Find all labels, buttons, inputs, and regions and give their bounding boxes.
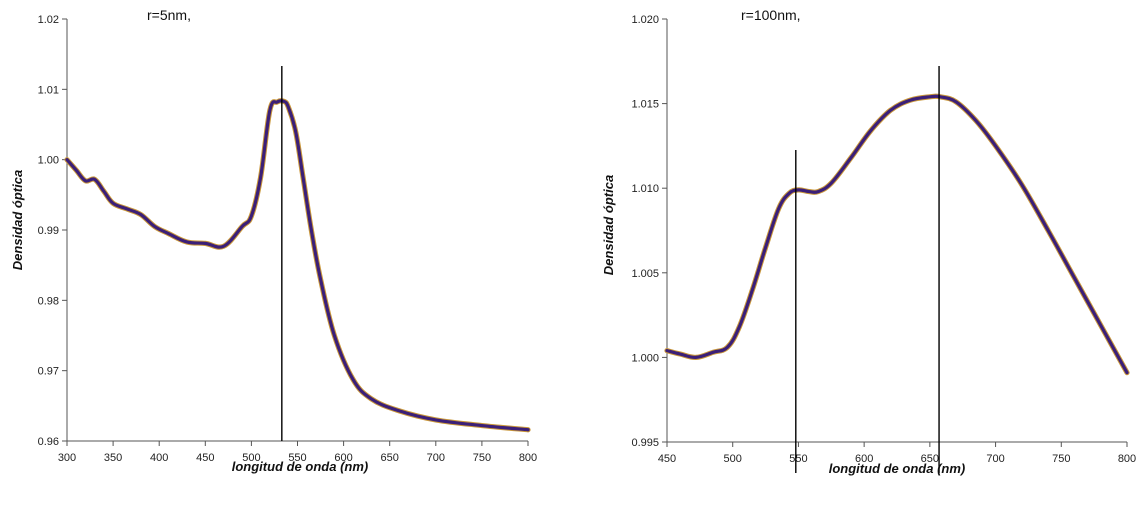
x-tick-label: 500	[724, 453, 742, 465]
x-tick-label: 350	[104, 452, 122, 464]
y-tick-label: 1.02	[38, 14, 59, 26]
series-line	[665, 94, 1129, 375]
chart-right: r=100nm, 0.995 1.000 1.005 1.010 1.015 1.020 4…	[601, 7, 1136, 476]
y-tick-label: 1.020	[631, 14, 659, 26]
y-tick-label: 1.005	[631, 268, 659, 280]
x-tick-label: 750	[1052, 453, 1070, 465]
y-tick-label: 1.015	[631, 99, 659, 111]
x-tick-label: 800	[519, 452, 537, 464]
series-line	[65, 99, 530, 432]
y-tick-label: 0.96	[38, 436, 59, 448]
x-axis-title: longitud de onda (nm)	[232, 459, 368, 474]
y-tick-label: 1.010	[631, 183, 659, 195]
y-tick-label: 0.995	[631, 437, 659, 449]
y-axis-title: Densidad óptica	[601, 175, 616, 275]
x-tick-label: 650	[381, 452, 399, 464]
y-axis-title: Densidad óptica	[10, 170, 25, 270]
x-axis-title: longitud de onda (nm)	[829, 461, 965, 476]
x-tick-label: 500	[242, 452, 260, 464]
y-tick-label: 1.00	[38, 155, 59, 167]
x-tick-label: 800	[1118, 453, 1136, 465]
chart-left: r=5nm, 0.96 0.97 0.98 0.99 1.00 1.01 1.02 300 35…	[10, 7, 537, 474]
x-tick-label: 450	[658, 453, 676, 465]
x-tick-label: 650	[921, 453, 939, 465]
x-tick-label: 700	[427, 452, 445, 464]
chart-annotation: r=5nm,	[147, 7, 191, 23]
x-tick-label: 600	[334, 452, 352, 464]
y-tick-label: 0.98	[38, 295, 59, 307]
x-tick-label: 600	[855, 453, 873, 465]
y-tick-label: 0.99	[38, 225, 59, 237]
y-tick-label: 0.97	[38, 366, 59, 378]
x-tick-label: 550	[288, 452, 306, 464]
y-tick-label: 1.000	[631, 352, 659, 364]
x-tick-label: 550	[789, 453, 807, 465]
y-tick-label: 1.01	[38, 84, 59, 96]
x-tick-label: 450	[196, 452, 214, 464]
x-tick-label: 400	[150, 452, 168, 464]
x-tick-label: 700	[986, 453, 1004, 465]
x-tick-label: 750	[473, 452, 491, 464]
x-tick-label: 300	[58, 452, 76, 464]
plot-area: 0.96 0.97 0.98 0.99 1.00 1.01 1.02 300 350 400 450…	[38, 14, 538, 464]
plot-area: 0.995 1.000 1.005 1.010 1.015 1.020 450 500 550 6…	[631, 14, 1136, 473]
chart-annotation: r=100nm,	[741, 7, 801, 23]
